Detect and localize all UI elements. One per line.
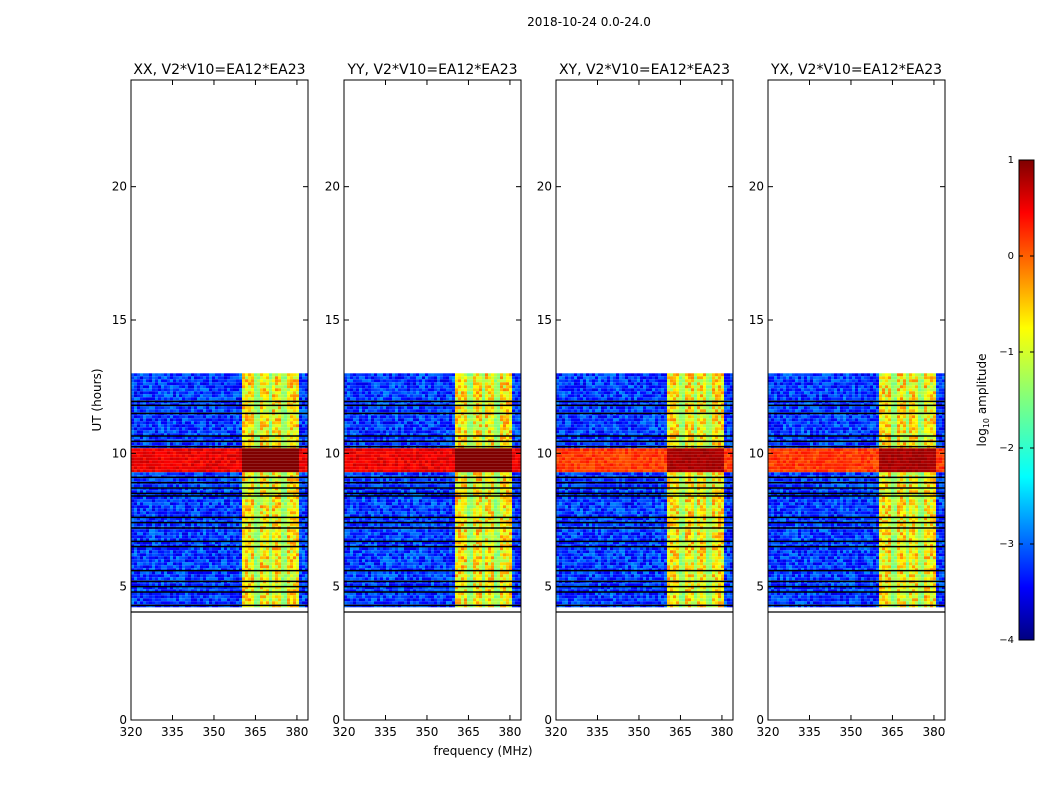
panel-frame-xx bbox=[130, 79, 309, 721]
x-tick-label-yx-380: 380 bbox=[922, 725, 945, 739]
x-tick-label-yx-365: 365 bbox=[881, 725, 904, 739]
y-tick-label-yx-10: 10 bbox=[749, 446, 764, 460]
y-tick-label-yy-15: 15 bbox=[325, 313, 340, 327]
panel-title-xx: XX, V2*V10=EA12*EA23 bbox=[133, 62, 305, 78]
y-tick-label-yx-15: 15 bbox=[749, 313, 764, 327]
figure-title: 2018-10-24 0.0-24.0 bbox=[527, 15, 651, 29]
x-tick-label-yy-335: 335 bbox=[374, 725, 397, 739]
x-axis-label: frequency (MHz) bbox=[433, 744, 532, 758]
x-tick-label-xx-350: 350 bbox=[203, 725, 226, 739]
panel-xx: XX, V2*V10=EA12*EA23 320 335 350 365 380 0 5 10 1… bbox=[112, 62, 309, 739]
panel-frame-xy bbox=[555, 79, 734, 721]
colorbar-label-suffix: amplitude bbox=[975, 354, 989, 418]
colorbar-label-prefix: log bbox=[975, 428, 989, 446]
x-tick-label-yy-380: 380 bbox=[498, 725, 521, 739]
y-tick-label-xy-5: 5 bbox=[544, 580, 552, 594]
colorbar-tick-label-0: 1 bbox=[1008, 155, 1014, 166]
panel-yy: YY, V2*V10=EA12*EA23 320 335 350 365 380 0 5 10 1… bbox=[325, 62, 522, 739]
x-tick-label-yy-320: 320 bbox=[333, 725, 356, 739]
panel-xy: XY, V2*V10=EA12*EA23 320 335 350 365 380 0 5 10 1… bbox=[537, 62, 734, 739]
x-tick-label-yx-335: 335 bbox=[798, 725, 821, 739]
colorbar-tick-label-2: −1 bbox=[999, 347, 1014, 358]
y-axis-label: UT (hours) bbox=[90, 368, 104, 431]
y-tick-label-yx-20: 20 bbox=[749, 180, 764, 194]
x-tick-label-yy-350: 350 bbox=[416, 725, 439, 739]
panel-title-xy: XY, V2*V10=EA12*EA23 bbox=[559, 62, 730, 78]
y-tick-label-yx-5: 5 bbox=[756, 580, 764, 594]
y-tick-label-yy-20: 20 bbox=[325, 180, 340, 194]
x-tick-label-xx-320: 320 bbox=[120, 725, 143, 739]
x-tick-label-xx-365: 365 bbox=[244, 725, 267, 739]
x-tick-label-yx-320: 320 bbox=[757, 725, 780, 739]
y-tick-label-yy-0: 0 bbox=[332, 713, 340, 727]
x-tick-label-xy-350: 350 bbox=[628, 725, 651, 739]
colorbar-tick-label-1: 0 bbox=[1008, 251, 1014, 262]
x-tick-label-xy-365: 365 bbox=[669, 725, 692, 739]
heatmap-xy bbox=[556, 373, 733, 608]
panel-frame-yx bbox=[767, 79, 946, 721]
y-tick-label-yy-10: 10 bbox=[325, 446, 340, 460]
y-tick-label-xy-15: 15 bbox=[537, 313, 552, 327]
y-tick-label-xx-10: 10 bbox=[112, 446, 127, 460]
colorbar-tick-label-5: −4 bbox=[999, 635, 1014, 646]
y-tick-label-xy-20: 20 bbox=[537, 180, 552, 194]
y-tick-label-xx-0: 0 bbox=[119, 713, 127, 727]
x-tick-label-xx-335: 335 bbox=[161, 725, 184, 739]
heatmap-yx bbox=[768, 373, 945, 608]
colorbar-gradient bbox=[1018, 159, 1035, 641]
x-tick-label-xy-380: 380 bbox=[710, 725, 733, 739]
y-tick-label-yy-5: 5 bbox=[332, 580, 340, 594]
y-tick-label-xy-0: 0 bbox=[544, 713, 552, 727]
colorbar-label: log10 amplitude bbox=[975, 354, 991, 447]
heatmap-yy bbox=[344, 373, 521, 608]
colorbar-tick-label-3: −2 bbox=[999, 443, 1014, 454]
y-tick-label-xx-5: 5 bbox=[119, 580, 127, 594]
panel-title-yy: YY, V2*V10=EA12*EA23 bbox=[346, 62, 517, 78]
heatmap-xx bbox=[131, 373, 308, 608]
panel-frame-yy bbox=[343, 79, 522, 721]
x-tick-label-yx-350: 350 bbox=[840, 725, 863, 739]
colorbar-tick-label-4: −3 bbox=[999, 539, 1014, 550]
y-tick-label-xx-15: 15 bbox=[112, 313, 127, 327]
panel-yx: YX, V2*V10=EA12*EA23 320 335 350 365 380 0 5 10 1… bbox=[749, 62, 946, 739]
colorbar-ticks: 1 0 −1 −2 −3 −4 bbox=[999, 155, 1034, 646]
y-tick-label-yx-0: 0 bbox=[756, 713, 764, 727]
x-tick-label-xx-380: 380 bbox=[285, 725, 308, 739]
x-tick-label-xy-320: 320 bbox=[545, 725, 568, 739]
colorbar: 10−1−2−3−4 log10 amplitude bbox=[975, 155, 1035, 646]
colorbar-label-sub: 10 bbox=[982, 418, 991, 428]
y-tick-label-xx-20: 20 bbox=[112, 180, 127, 194]
x-tick-label-xy-335: 335 bbox=[586, 725, 609, 739]
panel-title-yx: YX, V2*V10=EA12*EA23 bbox=[770, 62, 942, 78]
y-tick-label-xy-10: 10 bbox=[537, 446, 552, 460]
panels-group: XX, V2*V10=EA12*EA23 320 335 350 365 380 0 5 10 1… bbox=[112, 62, 946, 739]
x-tick-label-yy-365: 365 bbox=[457, 725, 480, 739]
